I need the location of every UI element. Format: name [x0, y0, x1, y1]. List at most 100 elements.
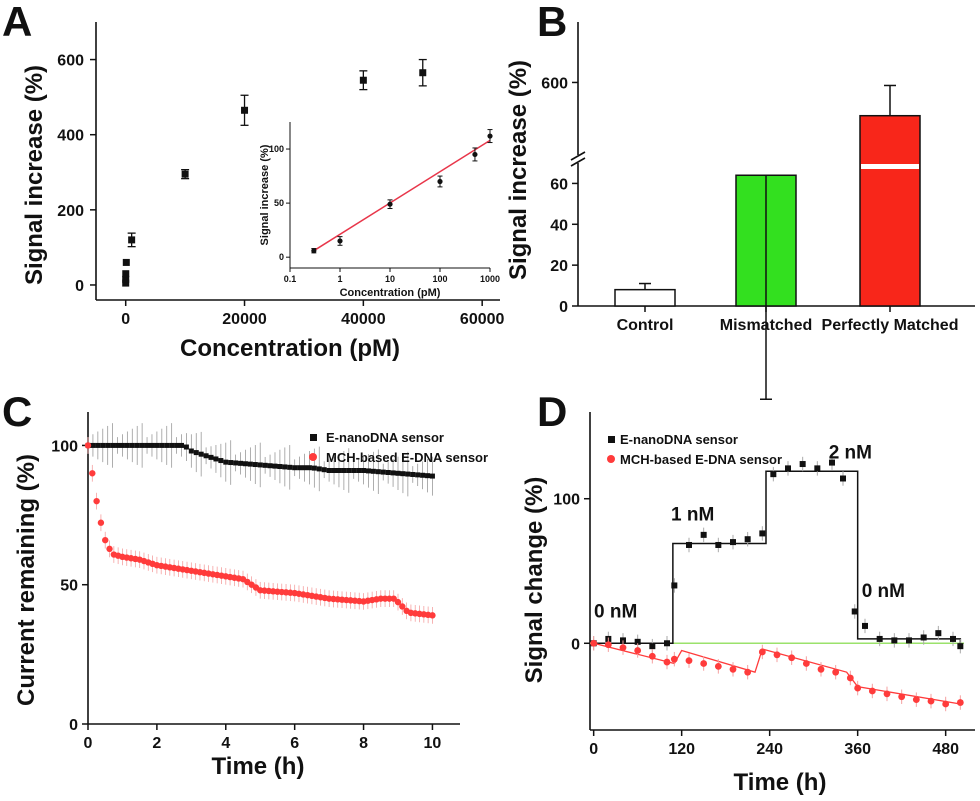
concentration-annotation: 0 nM	[862, 581, 905, 602]
data-point	[272, 463, 278, 469]
data-point	[302, 465, 308, 471]
x-tick-label: 2	[152, 735, 161, 752]
panel-d-legend: E-nanoDNA sensor MCH-based E-DNA sensor	[607, 432, 782, 467]
data-point	[181, 170, 189, 178]
data-point	[686, 541, 692, 548]
inset-y-tick-label: 0	[279, 252, 284, 262]
data-point	[700, 531, 707, 538]
data-point	[257, 462, 263, 468]
data-point	[359, 76, 367, 84]
x-tick-label: 4	[221, 735, 230, 752]
x-tick-label: 10	[424, 735, 442, 752]
inset-data-point	[487, 133, 493, 139]
y-tick-label: 600	[541, 75, 568, 92]
panel-a-xlabel: Concentration (pM)	[180, 335, 400, 362]
step-fit-line	[593, 470, 962, 648]
panel-d-ticks: 0 120 240 360 480 0 100	[553, 492, 959, 758]
data-point	[814, 465, 821, 472]
y-tick-label: 400	[57, 128, 84, 145]
data-point	[149, 442, 155, 448]
data-point	[956, 699, 964, 706]
data-point	[198, 451, 204, 457]
y-tick-label: 60	[550, 176, 568, 193]
data-point	[252, 462, 258, 468]
panel-a-inset: Signal increase (%) Concentration (pM) 0…	[259, 122, 500, 299]
data-point	[144, 442, 150, 448]
data-point	[139, 442, 145, 448]
x-tick-label: 0	[121, 311, 130, 328]
data-point	[122, 275, 130, 283]
data-point	[375, 469, 381, 475]
data-point	[788, 654, 796, 662]
data-point	[785, 465, 791, 472]
x-tick-label: 480	[932, 741, 959, 758]
data-point	[100, 442, 106, 448]
data-point	[124, 442, 130, 448]
y-tick-label: 0	[75, 278, 84, 295]
data-point	[183, 444, 189, 450]
data-point	[341, 468, 347, 473]
data-point	[122, 258, 130, 266]
panel-b-ticks: 0 20 40 60 600	[541, 75, 578, 316]
inset-points	[311, 129, 493, 254]
concentration-annotation: 0 nM	[594, 601, 637, 622]
data-point	[883, 690, 891, 698]
data-point	[935, 630, 942, 637]
data-point	[390, 470, 396, 476]
data-point	[770, 471, 777, 478]
data-point	[714, 663, 722, 670]
data-point	[203, 453, 209, 459]
data-point	[356, 468, 362, 473]
data-point	[262, 462, 268, 468]
panel-d-series	[590, 455, 964, 712]
data-point	[399, 603, 406, 610]
data-point	[218, 458, 224, 464]
data-point	[891, 637, 898, 644]
data-point	[715, 541, 722, 548]
data-point	[351, 468, 357, 473]
data-point	[419, 69, 427, 77]
data-point	[400, 471, 406, 477]
panel-a-points	[122, 58, 427, 287]
bar	[859, 114, 921, 307]
y-tick-label: 0	[69, 717, 78, 734]
data-point	[159, 442, 165, 448]
concentration-annotation: 2 nM	[829, 442, 872, 463]
data-point	[920, 634, 927, 641]
data-point	[242, 461, 248, 467]
inset-xlabel: Concentration (pM)	[340, 287, 441, 299]
data-point	[729, 665, 737, 673]
data-point	[832, 668, 840, 676]
legend-marker-square	[608, 436, 615, 443]
data-point	[840, 475, 846, 482]
data-point	[898, 693, 906, 701]
y-tick-label: 50	[60, 578, 78, 595]
data-point	[671, 582, 678, 589]
data-point	[773, 651, 781, 659]
x-tick-label: 40000	[341, 311, 386, 328]
panel-c-legend: E-nanoDNA sensor MCH-based E-DNA sensor	[309, 430, 488, 465]
panel-c: C Current remaining (%) Time (h) 0 2 4 6 8 10…	[2, 388, 488, 780]
legend-marker-circle	[607, 455, 615, 463]
x-tick-label: 0	[84, 735, 93, 752]
category-label: Control	[617, 317, 674, 334]
inset-data-point	[387, 201, 393, 207]
data-point	[942, 700, 950, 708]
data-point	[331, 468, 337, 473]
data-point	[321, 467, 327, 473]
panel-b-break-mark-2	[570, 157, 586, 167]
data-point	[802, 660, 810, 667]
y-tick-label: 200	[57, 203, 84, 220]
data-point	[405, 471, 411, 477]
data-point	[700, 660, 708, 667]
panel-c-series	[84, 423, 436, 624]
panel-b-ylabel: Signal increase (%)	[505, 60, 532, 280]
panel-a-ylabel: Signal increase (%)	[21, 65, 48, 285]
data-point	[670, 655, 678, 663]
panel-b-break-mark-1	[570, 151, 586, 161]
bar-break-band	[861, 164, 919, 169]
concentration-annotation: 1 nM	[671, 504, 714, 525]
data-point	[730, 539, 736, 546]
data-point	[854, 684, 862, 692]
